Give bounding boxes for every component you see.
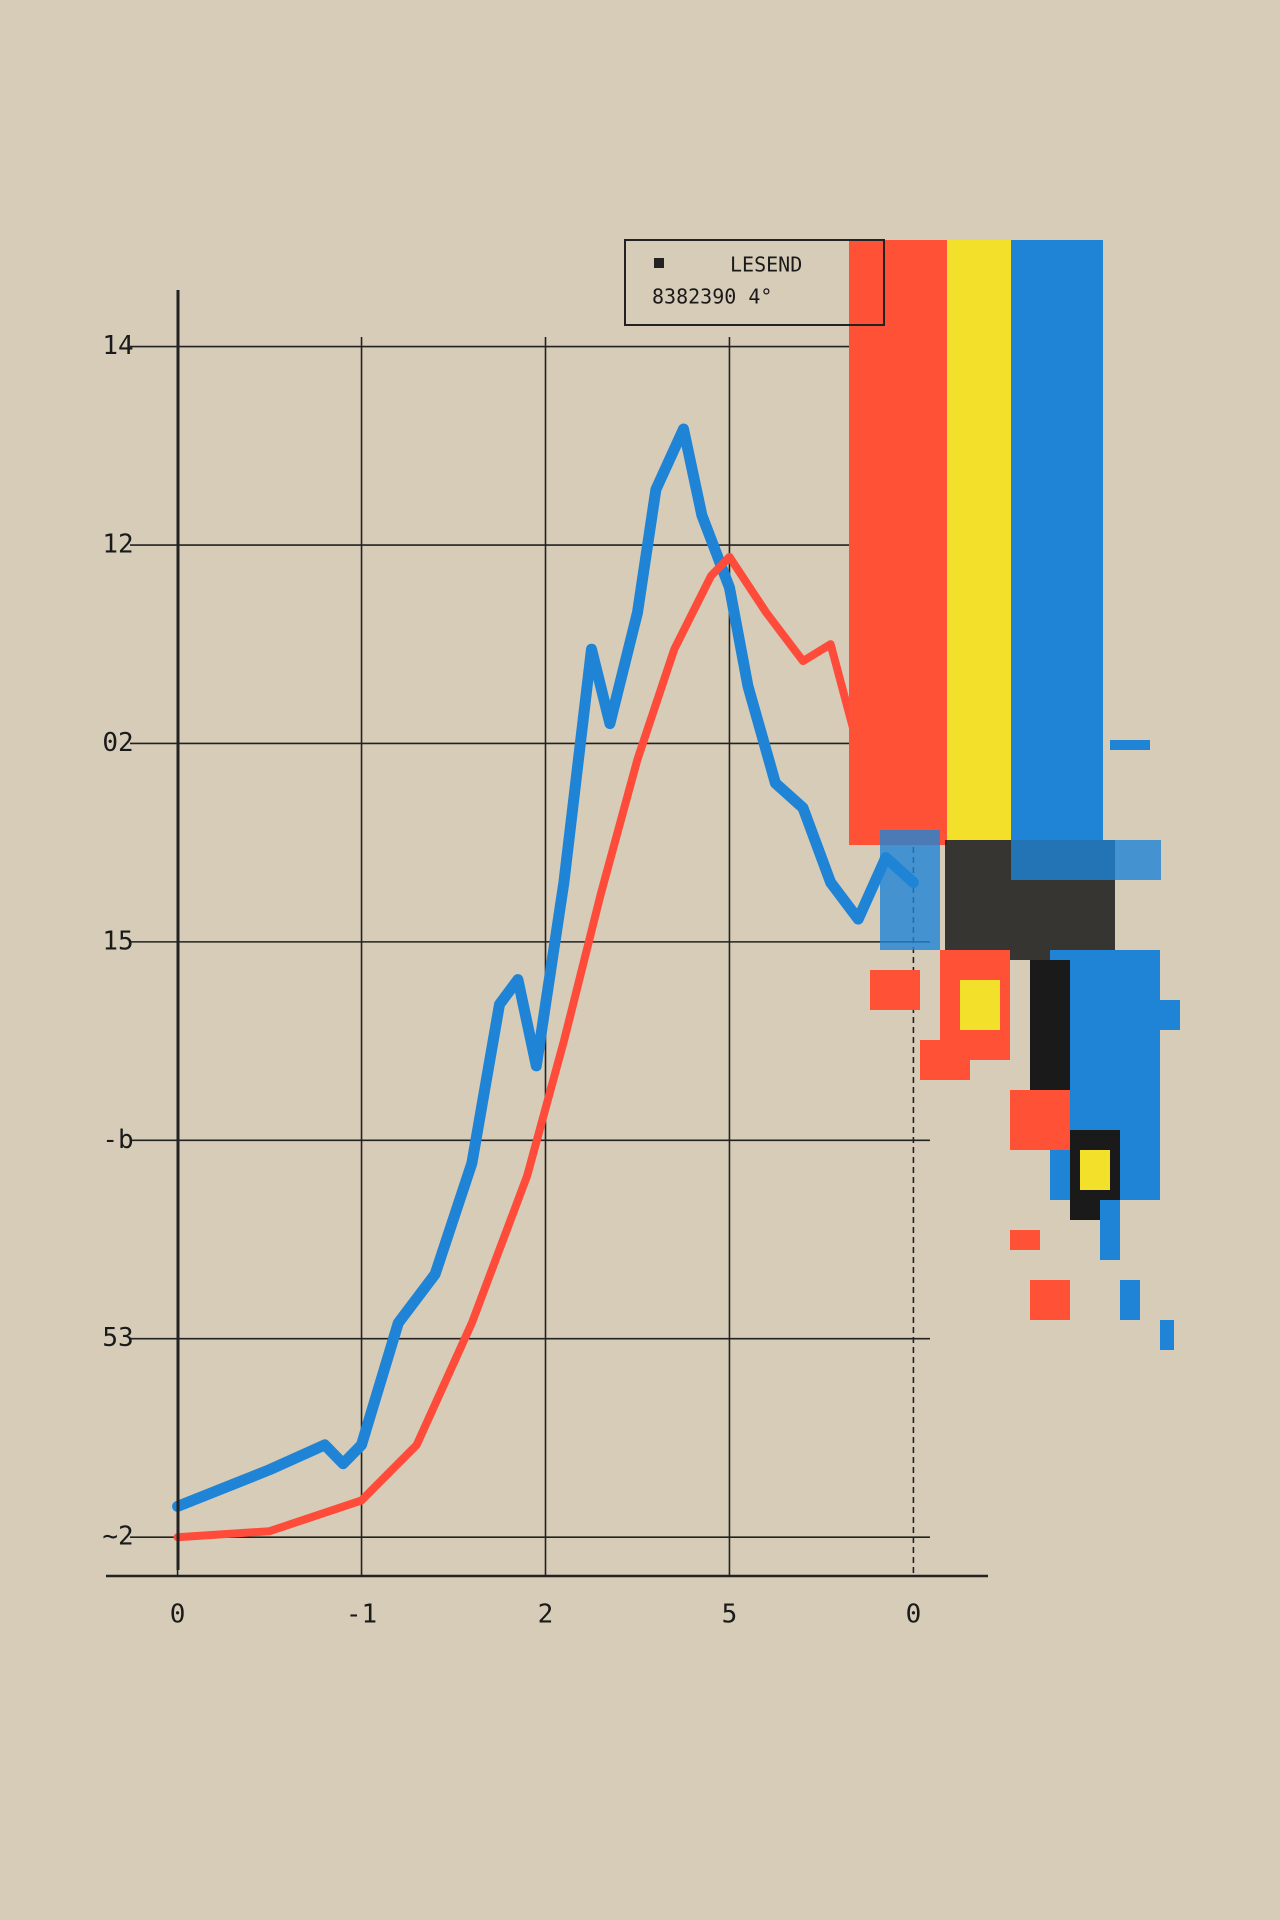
y-tick-label: 53 — [102, 1323, 133, 1353]
x-tick-label: 5 — [722, 1600, 738, 1630]
legend: LESEND 8382390 4° — [624, 239, 885, 326]
x-tick-label: 0 — [906, 1600, 922, 1630]
y-tick-label: 12 — [102, 530, 133, 560]
series-line — [173, 552, 918, 1542]
decor-bars — [849, 240, 1180, 1350]
series-line — [172, 423, 919, 1512]
x-tick-label: -1 — [346, 1600, 377, 1630]
y-tick-label: 14 — [102, 331, 133, 361]
y-tick-label: 02 — [102, 728, 133, 758]
y-tick-label: ~2 — [102, 1522, 133, 1552]
legend-text: 8382390 4° — [652, 285, 772, 309]
x-tick-label: 0 — [170, 1600, 186, 1630]
legend-title: LESEND — [730, 253, 802, 277]
legend-swatch — [654, 258, 664, 268]
y-tick-label: 15 — [102, 926, 133, 956]
legend-box — [624, 239, 885, 326]
x-tick-label: 2 — [538, 1600, 554, 1630]
y-tick-label: -b — [102, 1125, 133, 1155]
